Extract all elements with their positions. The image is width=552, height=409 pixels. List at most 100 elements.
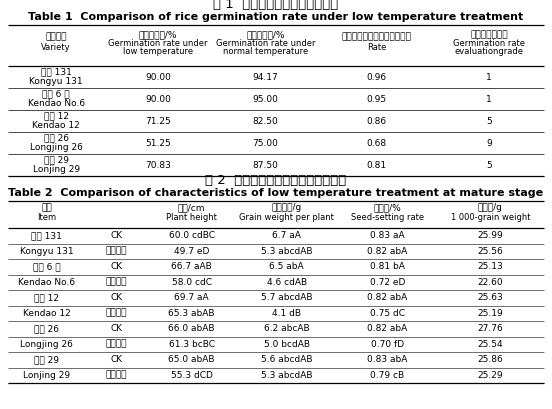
Text: 5.7 abcdAB: 5.7 abcdAB [261,293,312,302]
Text: 82.50: 82.50 [252,117,278,126]
Text: Kongyu 131: Kongyu 131 [20,247,73,256]
Text: Kendao 12: Kendao 12 [33,121,80,130]
Text: Kongyu 131: Kongyu 131 [29,77,83,86]
Text: 龙粳 26: 龙粳 26 [34,324,60,333]
Text: 结实率/%: 结实率/% [373,204,401,213]
Text: Grain weight per plant: Grain weight per plant [239,213,334,222]
Text: 品种名称: 品种名称 [45,32,67,41]
Text: 垦稻 12: 垦稻 12 [34,293,60,302]
Text: 表 1  低温处理下水稻发芽率比较: 表 1 低温处理下水稻发芽率比较 [214,0,338,11]
Text: Kendao 12: Kendao 12 [23,309,71,318]
Text: 25.63: 25.63 [477,293,503,302]
Text: 0.95: 0.95 [367,94,386,103]
Text: Variety: Variety [41,43,71,52]
Text: evaluationgrade: evaluationgrade [454,47,523,56]
Text: 65.0 abAB: 65.0 abAB [168,355,215,364]
Text: 龙粳 29: 龙粳 29 [44,155,69,164]
Text: 5.6 abcdAB: 5.6 abcdAB [261,355,312,364]
Text: 71.25: 71.25 [145,117,171,126]
Text: 25.54: 25.54 [477,340,503,349]
Text: Germination rate under: Germination rate under [108,38,208,47]
Text: Table 1  Comparison of rice germination rate under low temperature treatment: Table 1 Comparison of rice germination r… [28,12,524,22]
Text: 0.86: 0.86 [367,117,386,126]
Text: Item: Item [38,213,56,222]
Text: 空育 131: 空育 131 [41,67,72,76]
Text: 0.70 fD: 0.70 fD [370,340,404,349]
Text: 项目: 项目 [41,204,52,213]
Text: 千粒重/g: 千粒重/g [478,204,503,213]
Text: 0.81: 0.81 [367,160,386,169]
Text: 5: 5 [486,160,492,169]
Text: 垦稻 6 号: 垦稻 6 号 [33,262,61,271]
Text: 58.0 cdC: 58.0 cdC [172,278,211,287]
Text: 5.3 abcdAB: 5.3 abcdAB [261,371,312,380]
Text: Kendao No.6: Kendao No.6 [28,99,85,108]
Text: 低温处理: 低温处理 [106,247,128,256]
Text: 0.75 dC: 0.75 dC [370,309,405,318]
Text: 低温处理: 低温处理 [106,340,128,349]
Text: 25.19: 25.19 [477,309,503,318]
Text: 0.82 abA: 0.82 abA [367,247,407,256]
Text: 垦稻 6 号: 垦稻 6 号 [43,90,70,99]
Text: 95.00: 95.00 [252,94,278,103]
Text: 龙粳 26: 龙粳 26 [44,133,69,142]
Text: 表 2  低温处理下水稻成熟期性状比较: 表 2 低温处理下水稻成熟期性状比较 [205,173,347,187]
Text: 87.50: 87.50 [252,160,278,169]
Text: 90.00: 90.00 [145,94,171,103]
Text: 55.3 dCD: 55.3 dCD [171,371,213,380]
Text: Longjing 26: Longjing 26 [30,144,83,153]
Text: 低温发芽率与常温发芽率比值: 低温发芽率与常温发芽率比值 [342,32,411,41]
Text: 6.2 abcAB: 6.2 abcAB [264,324,310,333]
Text: Rate: Rate [367,43,386,52]
Text: 61.3 bcBC: 61.3 bcBC [168,340,215,349]
Text: normal temperature: normal temperature [222,47,308,56]
Text: Seed-setting rate: Seed-setting rate [351,213,424,222]
Text: 低温处理: 低温处理 [106,278,128,287]
Text: Kendao No.6: Kendao No.6 [18,278,76,287]
Text: 0.83 aA: 0.83 aA [370,231,405,240]
Text: 75.00: 75.00 [252,139,278,148]
Text: 1: 1 [486,94,492,103]
Text: low temperature: low temperature [123,47,193,56]
Text: 0.96: 0.96 [367,72,386,81]
Text: 0.79 cB: 0.79 cB [370,371,404,380]
Text: 4.1 dB: 4.1 dB [272,309,301,318]
Text: 低温处理: 低温处理 [106,371,128,380]
Text: CK: CK [110,231,123,240]
Text: Germination rate: Germination rate [453,38,525,47]
Text: 70.83: 70.83 [145,160,171,169]
Text: 0.68: 0.68 [367,139,386,148]
Text: Germination rate under: Germination rate under [215,38,315,47]
Text: 垦稻 12: 垦稻 12 [44,112,69,121]
Text: CK: CK [110,324,123,333]
Text: 1 000-grain weight: 1 000-grain weight [450,213,530,222]
Text: 0.81 bA: 0.81 bA [370,262,405,271]
Text: Lonjing 29: Lonjing 29 [33,166,80,175]
Text: 69.7 aA: 69.7 aA [174,293,209,302]
Text: 25.13: 25.13 [477,262,503,271]
Text: 发芽率评价级别: 发芽率评价级别 [470,31,508,40]
Text: 25.56: 25.56 [477,247,503,256]
Text: 94.17: 94.17 [252,72,278,81]
Text: 25.99: 25.99 [477,231,503,240]
Text: Plant height: Plant height [166,213,217,222]
Text: 66.0 abAB: 66.0 abAB [168,324,215,333]
Text: 4.6 cdAB: 4.6 cdAB [267,278,307,287]
Text: 6.7 aA: 6.7 aA [272,231,301,240]
Text: 低温处理: 低温处理 [106,309,128,318]
Text: 低温发芽率/%: 低温发芽率/% [139,31,177,40]
Text: 27.76: 27.76 [477,324,503,333]
Text: 空育 131: 空育 131 [31,231,62,240]
Text: 22.60: 22.60 [477,278,503,287]
Text: CK: CK [110,262,123,271]
Text: 0.72 eD: 0.72 eD [369,278,405,287]
Text: 0.83 abA: 0.83 abA [367,355,407,364]
Text: 株高/cm: 株高/cm [178,204,205,213]
Text: Lonjing 29: Lonjing 29 [23,371,71,380]
Text: 常温发芽率/%: 常温发芽率/% [246,31,284,40]
Text: 90.00: 90.00 [145,72,171,81]
Text: 5.3 abcdAB: 5.3 abcdAB [261,247,312,256]
Text: 25.86: 25.86 [477,355,503,364]
Text: 25.29: 25.29 [477,371,503,380]
Text: 6.5 abA: 6.5 abA [269,262,304,271]
